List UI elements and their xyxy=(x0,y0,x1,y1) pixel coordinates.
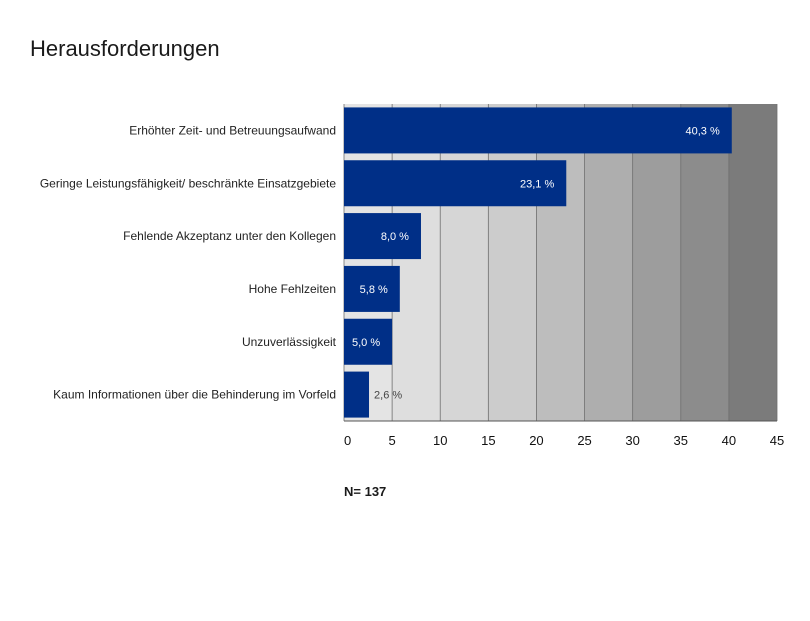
background-band xyxy=(392,104,441,421)
category-label: Geringe Leistungsfähigkeit/ beschränkte … xyxy=(40,176,337,190)
background-band xyxy=(536,104,585,421)
bar xyxy=(344,107,732,154)
sample-size-note: N= 137 xyxy=(344,484,387,499)
data-label: 5,8 % xyxy=(360,284,388,296)
data-label: 40,3 % xyxy=(686,125,720,137)
category-label: Unzuverlässigkeit xyxy=(242,335,337,349)
x-tick-label: 35 xyxy=(674,433,688,448)
bar xyxy=(344,318,393,365)
background-band xyxy=(728,104,777,421)
background-band xyxy=(440,104,489,421)
data-label: 8,0 % xyxy=(381,231,409,243)
data-label: 2,6 % xyxy=(374,390,402,402)
background-band xyxy=(488,104,537,421)
data-label: 5,0 % xyxy=(352,337,380,349)
x-tick-label: 5 xyxy=(388,433,395,448)
category-label: Fehlende Akzeptanz unter den Kollegen xyxy=(123,229,336,243)
background-band xyxy=(680,104,729,421)
x-tick-label: 25 xyxy=(577,433,591,448)
category-label: Erhöhter Zeit- und Betreuungsaufwand xyxy=(129,123,336,137)
x-tick-label: 30 xyxy=(625,433,639,448)
x-tick-label: 45 xyxy=(770,433,784,448)
category-label: Kaum Informationen über die Behinderung … xyxy=(53,388,336,402)
bar xyxy=(344,160,567,207)
bar xyxy=(344,371,370,418)
category-label: Hohe Fehlzeiten xyxy=(249,282,336,296)
bar xyxy=(344,213,421,260)
background-band xyxy=(584,104,633,421)
x-tick-label: 10 xyxy=(433,433,447,448)
x-tick-label: 15 xyxy=(481,433,495,448)
background-band xyxy=(344,104,393,421)
chart-title: Herausforderungen xyxy=(30,36,220,61)
x-tick-label: 20 xyxy=(529,433,543,448)
data-label: 23,1 % xyxy=(520,178,554,190)
bar xyxy=(344,265,400,312)
background-band xyxy=(632,104,681,421)
x-tick-label: 0 xyxy=(344,433,351,448)
x-tick-label: 40 xyxy=(722,433,736,448)
